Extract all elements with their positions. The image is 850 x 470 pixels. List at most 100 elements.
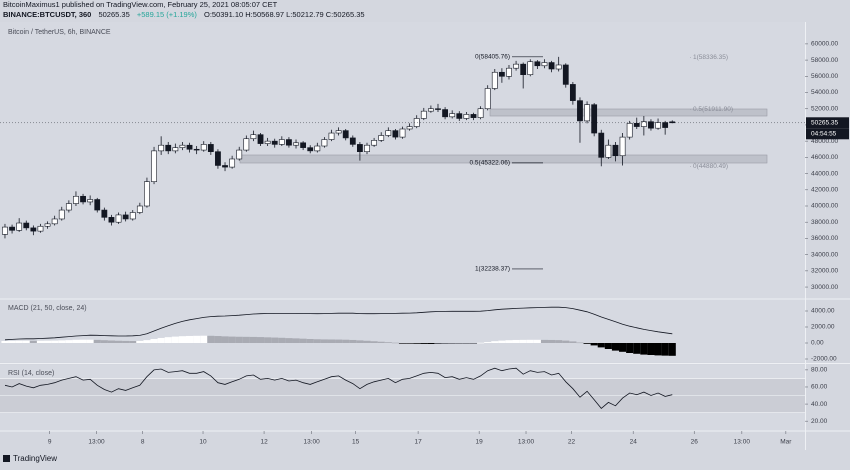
histogram-bar (647, 343, 655, 355)
y-tick-label: 40000.00 (811, 203, 838, 210)
candle-body (250, 134, 257, 140)
histogram-bar (427, 343, 435, 344)
ohlc: O:50391.10 H:50568.97 L:50212.79 C:50265… (203, 10, 365, 19)
candle-body (633, 123, 640, 127)
candle-body (9, 226, 15, 231)
histogram-bar (484, 342, 492, 343)
candle-body (562, 64, 569, 85)
y-tick-label: 44000.00 (811, 170, 838, 177)
candle-body (165, 144, 172, 152)
x-tick-label: Mar (780, 439, 792, 446)
candle-body (569, 84, 576, 101)
x-tick-label: 13:00 (734, 439, 751, 446)
x-tick-label: 8 (141, 439, 145, 446)
histogram-bar (477, 342, 485, 344)
candle-body (385, 130, 392, 136)
x-tick-label: 19 (476, 439, 484, 446)
histogram-bar (420, 343, 428, 344)
histogram-bar (342, 339, 350, 343)
histogram-bar (93, 339, 101, 343)
histogram-bar (306, 339, 314, 343)
candle-body (470, 114, 477, 118)
histogram-bar (264, 337, 272, 343)
candle-body (655, 122, 661, 129)
histogram-bar (455, 343, 463, 344)
y-tick-label: 56000.00 (811, 73, 838, 80)
histogram-bar (171, 336, 179, 343)
y-tick-label: 4000.00 (811, 308, 835, 315)
fib-label: 0(58405.76) (475, 54, 510, 61)
histogram-bar (235, 336, 243, 343)
candle-body (357, 144, 363, 152)
x-tick-label: 26 (691, 439, 699, 446)
y-tick-label: 2000.00 (811, 324, 835, 331)
candle-body (527, 61, 534, 75)
histogram-bar (278, 337, 286, 343)
histogram-bar (413, 343, 421, 344)
header: BitcoinMaximus1 published on TradingView… (3, 0, 370, 20)
candle-body (648, 121, 654, 129)
candle-body (449, 113, 456, 118)
candle-body (65, 203, 72, 211)
candle-body (640, 121, 647, 127)
header-line: BitcoinMaximus1 published on TradingView… (3, 0, 370, 10)
histogram-bar (214, 336, 222, 343)
x-tick-label: 24 (630, 439, 638, 446)
candle-body (349, 137, 356, 145)
fib-label: 0.5(51911.90) (693, 106, 733, 113)
histogram-bar (129, 341, 137, 343)
histogram-bar (157, 337, 165, 343)
histogram-bar (661, 343, 669, 356)
x-tick-label: 17 (415, 439, 423, 446)
histogram-bar (1, 341, 9, 343)
zone (489, 108, 768, 117)
histogram-bar (533, 339, 541, 343)
countdown: 04:54:55 (811, 131, 837, 138)
macd-line (4, 306, 673, 341)
x-tick-label: 9 (48, 439, 52, 446)
candle-body (16, 222, 23, 231)
main-pane (0, 22, 805, 298)
histogram-bar (107, 340, 116, 343)
candle-body (555, 64, 562, 70)
y-tick-label: 0.00 (811, 340, 824, 347)
histogram-bar (398, 343, 407, 344)
histogram-bar (72, 339, 80, 343)
histogram-bar (15, 340, 23, 343)
histogram-bar (611, 343, 620, 351)
candle-body (463, 114, 470, 119)
histogram-bar (597, 343, 605, 348)
histogram-bar (569, 341, 577, 343)
x-tick-label: 13:00 (518, 439, 535, 446)
histogram-bar (200, 335, 208, 343)
y-tick-label: 60000.00 (811, 41, 838, 48)
candle-body (271, 140, 278, 145)
candle-body (406, 126, 413, 130)
candle-body (193, 148, 200, 151)
candle-body (662, 122, 669, 128)
candle-body (541, 62, 548, 67)
histogram-bar (221, 336, 229, 343)
pane-title: RSI (14, close) (8, 370, 54, 377)
y-tick-label: 80.00 (811, 367, 828, 374)
histogram-bar (185, 335, 194, 343)
histogram-bar (633, 343, 641, 354)
histogram-bar (540, 339, 549, 343)
candle-body (80, 195, 86, 203)
fib-label: 1(58336.35) (693, 54, 728, 61)
candle-body (342, 130, 349, 139)
macd-pane (0, 300, 805, 362)
brand: TradingView (13, 454, 57, 463)
last-price-box (806, 117, 849, 129)
histogram-bar (448, 343, 456, 344)
rsi-line (4, 367, 673, 409)
fib-label: 0.5(45322.06) (470, 160, 510, 167)
histogram-bar (590, 343, 598, 346)
histogram-bar (299, 338, 307, 343)
histogram-bar (22, 340, 30, 343)
candle-body (207, 144, 214, 152)
histogram-bar (58, 340, 66, 343)
histogram-bar (228, 336, 236, 343)
candle-body (179, 144, 186, 148)
candle-body (626, 123, 633, 138)
